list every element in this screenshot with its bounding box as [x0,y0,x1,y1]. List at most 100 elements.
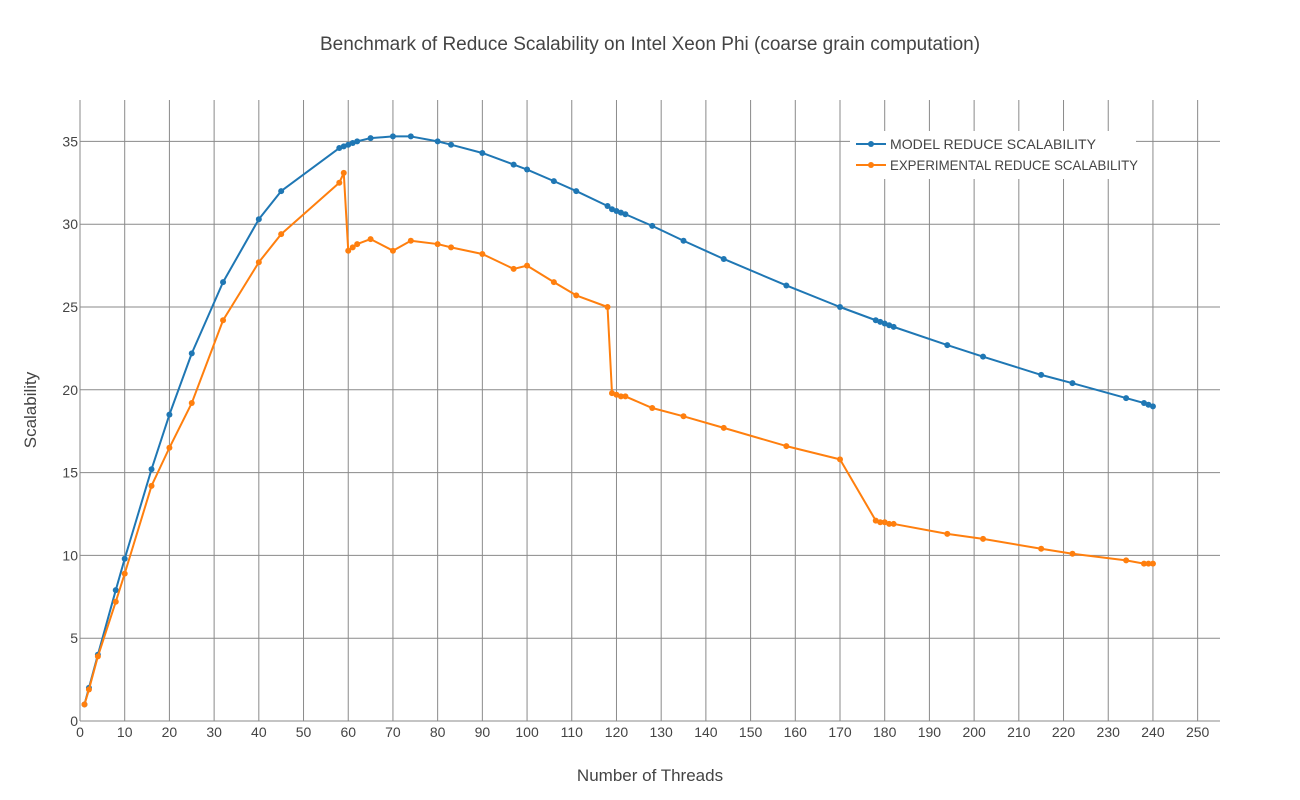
data-point[interactable] [720,255,727,262]
data-point[interactable] [336,179,343,186]
data-point[interactable] [448,244,455,251]
data-point[interactable] [479,149,486,156]
data-point[interactable] [649,222,656,229]
data-point[interactable] [166,411,173,418]
data-point[interactable] [550,178,557,185]
x-tick-label: 10 [117,724,133,740]
data-point[interactable] [680,237,687,244]
data-point[interactable] [720,424,727,431]
data-point[interactable] [448,141,455,148]
data-point[interactable] [604,304,611,310]
data-point[interactable] [148,466,155,473]
data-point[interactable] [479,251,486,258]
data-point[interactable] [837,304,843,310]
data-point[interactable] [1141,560,1147,567]
data-point[interactable] [877,519,884,526]
data-point[interactable] [1149,560,1156,567]
data-point[interactable] [980,353,987,360]
data-point[interactable] [980,535,987,542]
data-point[interactable] [944,342,951,349]
data-point[interactable] [1123,557,1130,564]
data-point[interactable] [121,570,128,577]
y-tick-label: 0 [70,713,78,729]
data-point[interactable] [278,188,285,195]
data-point[interactable] [617,393,624,400]
data-point[interactable] [188,350,195,357]
data-point[interactable] [1149,403,1156,410]
series-1 [81,169,1156,708]
data-point[interactable] [837,456,843,463]
x-tick-label: 0 [76,724,84,740]
data-point[interactable] [148,482,155,489]
data-point[interactable] [354,241,361,248]
data-point[interactable] [944,530,951,537]
data-point[interactable] [255,259,262,266]
data-point[interactable] [622,211,629,218]
data-point[interactable] [434,241,441,248]
data-point[interactable] [622,393,629,400]
data-point[interactable] [524,166,531,173]
data-point[interactable] [890,520,897,527]
data-point[interactable] [1038,545,1045,552]
data-point[interactable] [680,413,687,420]
x-axis-title: Number of Threads [577,766,723,785]
data-point[interactable] [81,701,88,708]
data-point[interactable] [255,216,262,223]
data-point[interactable] [389,247,396,254]
data-point[interactable] [349,244,356,251]
data-point[interactable] [604,202,611,209]
data-point[interactable] [1123,395,1130,402]
data-point[interactable] [573,188,580,195]
data-point[interactable] [573,292,580,299]
data-point[interactable] [510,161,517,168]
data-point[interactable] [550,279,557,286]
data-point[interactable] [94,653,101,660]
y-tick-label: 15 [62,465,78,481]
y-tick-label: 10 [62,547,78,563]
data-point[interactable] [434,138,441,145]
legend-background [850,131,1136,179]
data-point[interactable] [121,555,128,562]
data-point[interactable] [367,135,374,142]
data-point[interactable] [389,133,396,140]
data-point[interactable] [1069,380,1076,387]
data-point[interactable] [367,236,374,243]
data-point[interactable] [354,138,361,145]
data-point[interactable] [407,237,414,244]
data-point[interactable] [890,323,897,330]
series-line [83,171,1153,705]
series-layer [81,133,1156,708]
data-point[interactable] [345,247,352,254]
data-point[interactable] [278,231,285,238]
data-point[interactable] [783,282,790,289]
x-tick-label: 230 [1097,724,1121,740]
x-tick-label: 110 [561,724,584,740]
data-point[interactable] [886,520,893,527]
x-tick-label: 50 [296,724,312,740]
data-point[interactable] [112,587,119,594]
data-point[interactable] [524,262,531,269]
data-point[interactable] [783,443,790,450]
legend-marker [868,141,874,147]
data-point[interactable] [220,279,227,286]
data-point[interactable] [649,405,656,412]
data-point[interactable] [188,400,195,407]
x-tick-label: 90 [475,724,491,740]
data-point[interactable] [166,444,173,451]
data-point[interactable] [1145,560,1152,567]
x-tick-label: 240 [1141,724,1165,740]
tick-layer: 0 10 20 30 40 50 60 70 80 90 100 110 120 130 140 150 160… [62,133,1209,740]
data-point[interactable] [407,133,414,140]
data-point[interactable] [1069,550,1076,557]
data-point[interactable] [85,686,92,693]
legend-item[interactable]: MODEL REDUCE SCALABILITY [856,136,1097,152]
data-point[interactable] [340,169,347,176]
legend[interactable]: MODEL REDUCE SCALABILITY EXPERIMENTAL RED… [850,131,1139,179]
data-point[interactable] [112,598,119,605]
data-point[interactable] [1038,371,1045,378]
legend-item[interactable]: EXPERIMENTAL REDUCE SCALABILITY [856,157,1139,173]
grid-layer [79,100,1220,722]
data-point[interactable] [510,265,517,272]
data-point[interactable] [220,317,227,324]
series-line [83,135,1154,705]
